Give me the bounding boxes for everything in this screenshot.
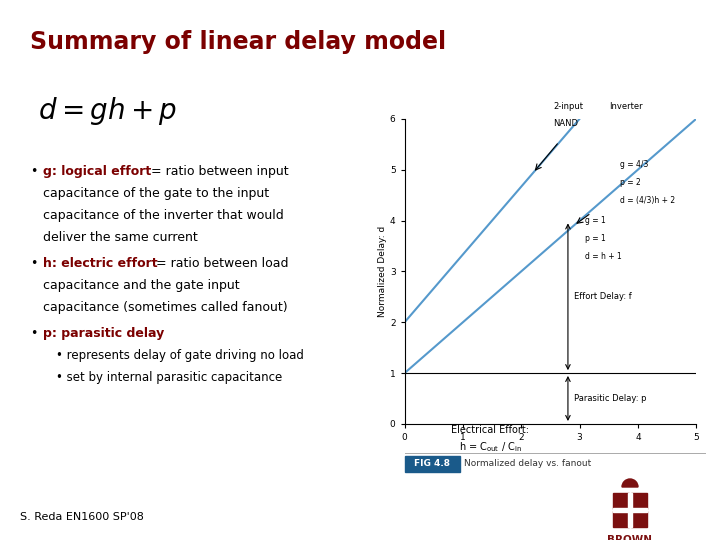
Text: capacitance of the inverter that would: capacitance of the inverter that would bbox=[43, 209, 284, 222]
Text: d = (4/3)h + 2: d = (4/3)h + 2 bbox=[621, 195, 675, 205]
Wedge shape bbox=[622, 479, 638, 487]
Bar bbox=[613, 511, 629, 527]
Text: Inverter: Inverter bbox=[609, 102, 642, 111]
Bar bbox=[405, 456, 460, 472]
Text: p = 1: p = 1 bbox=[585, 234, 606, 243]
Y-axis label: Normalized Delay: d: Normalized Delay: d bbox=[378, 226, 387, 317]
Text: g: logical effort: g: logical effort bbox=[43, 165, 151, 178]
Text: g = 4/3: g = 4/3 bbox=[621, 160, 649, 169]
Text: d = h + 1: d = h + 1 bbox=[585, 252, 622, 261]
Bar bbox=[613, 493, 629, 509]
Text: Electrical Effort:: Electrical Effort: bbox=[451, 425, 529, 435]
Text: •: • bbox=[30, 327, 37, 340]
Text: = ratio between load: = ratio between load bbox=[152, 257, 289, 270]
Text: p = 2: p = 2 bbox=[621, 178, 642, 187]
Text: capacitance of the gate to the input: capacitance of the gate to the input bbox=[43, 187, 269, 200]
Text: 2-input: 2-input bbox=[554, 102, 583, 111]
Text: •: • bbox=[30, 257, 37, 270]
Text: NAND: NAND bbox=[554, 119, 578, 128]
Text: •: • bbox=[30, 165, 37, 178]
Text: p: parasitic delay: p: parasitic delay bbox=[43, 327, 164, 340]
Text: BROWN: BROWN bbox=[608, 535, 652, 540]
Text: S. Reda EN1600 SP'08: S. Reda EN1600 SP'08 bbox=[20, 512, 144, 522]
Text: Parasitic Delay: p: Parasitic Delay: p bbox=[574, 394, 647, 403]
Text: h: electric effort: h: electric effort bbox=[43, 257, 158, 270]
Text: Effort Delay: f: Effort Delay: f bbox=[574, 292, 631, 301]
Text: Normalized delay vs. fanout: Normalized delay vs. fanout bbox=[464, 460, 591, 469]
Text: h = C$_{\mathrm{out}}$ / C$_{\mathrm{in}}$: h = C$_{\mathrm{out}}$ / C$_{\mathrm{in}… bbox=[459, 440, 521, 454]
Text: capacitance and the gate input: capacitance and the gate input bbox=[43, 279, 240, 292]
Text: deliver the same current: deliver the same current bbox=[43, 231, 198, 244]
Text: g = 1: g = 1 bbox=[585, 216, 606, 225]
Bar bbox=[631, 493, 647, 509]
Text: $d = gh + p$: $d = gh + p$ bbox=[38, 95, 177, 127]
Text: • represents delay of gate driving no load: • represents delay of gate driving no lo… bbox=[56, 349, 304, 362]
Bar bbox=[628, 493, 632, 527]
Text: = ratio between input: = ratio between input bbox=[147, 165, 289, 178]
Bar bbox=[613, 508, 647, 512]
Text: capacitance (sometimes called fanout): capacitance (sometimes called fanout) bbox=[43, 301, 287, 314]
Text: • set by internal parasitic capacitance: • set by internal parasitic capacitance bbox=[56, 371, 282, 384]
Text: Summary of linear delay model: Summary of linear delay model bbox=[30, 30, 446, 54]
Text: FIG 4.8: FIG 4.8 bbox=[414, 460, 450, 469]
Bar bbox=[631, 511, 647, 527]
